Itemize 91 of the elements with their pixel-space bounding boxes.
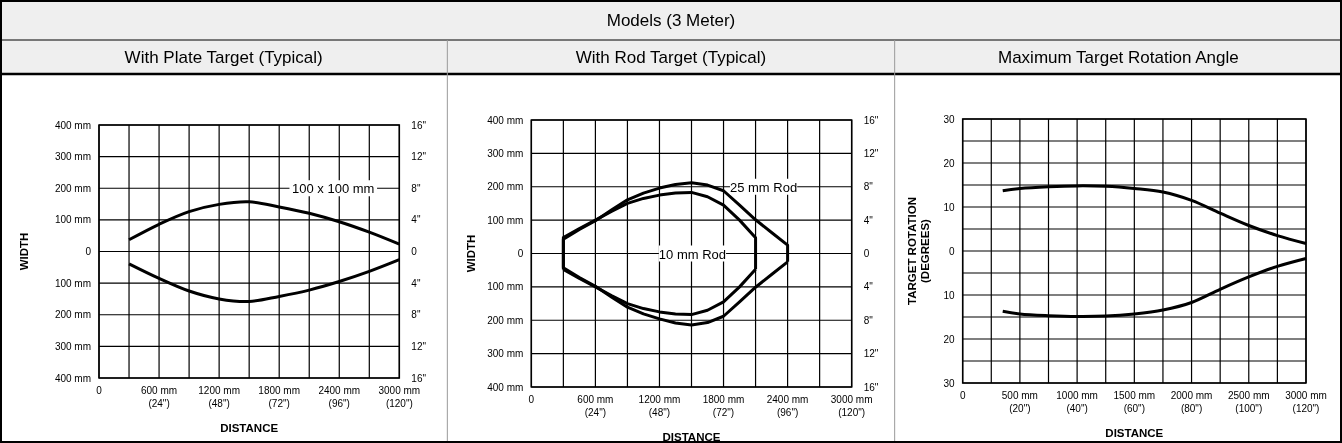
y2-tick-label: 16" [411, 372, 427, 384]
x-tick-label: 2400 mm [766, 394, 809, 405]
series-label: 100 x 100 mm [292, 181, 375, 197]
y-tick-label: 10 [943, 201, 956, 213]
x2-tick-label: (20") [1009, 403, 1031, 414]
y-tick-label: 300 mm [54, 340, 91, 352]
x-axis-title: DISTANCE [662, 431, 721, 443]
y-tick-label: 300 mm [487, 147, 524, 159]
x-tick-label: 1800 mm [258, 385, 301, 396]
x2-tick-label: (48") [208, 398, 230, 409]
x-tick-label: 600 mm [577, 394, 614, 405]
x2-tick-label: (80") [1180, 403, 1203, 414]
y2-tick-label: 4" [863, 214, 874, 226]
y2-tick-label: 8" [411, 309, 421, 321]
y2-tick-label: 12" [863, 348, 879, 360]
x2-tick-label: (120") [385, 398, 413, 409]
text: Models (3 Meter) [606, 11, 736, 30]
y2-tick-label: 12" [863, 147, 879, 159]
y-tick-label: 200 mm [54, 182, 91, 194]
x2-tick-label: (48") [648, 407, 671, 418]
x2-tick-label: (96") [776, 407, 799, 418]
x-tick-label: 0 [96, 385, 103, 396]
y-axis-title: WIDTH [18, 232, 30, 271]
y-tick-label: 400 mm [54, 119, 91, 131]
y2-tick-label: 12" [411, 340, 427, 352]
chart-title: With Rod Target (Typical) [575, 48, 767, 67]
y-tick-label: 400 mm [54, 372, 91, 384]
y-tick-label: 20 [943, 157, 956, 169]
y-tick-label: 0 [85, 246, 92, 257]
y2-tick-label: 4" [411, 214, 421, 226]
y-axis-title: TARGET ROTATION (DEGREES) [906, 197, 932, 305]
y2-tick-label: 8" [863, 181, 874, 193]
x-tick-label: 1000 mm [1056, 390, 1098, 401]
y2-tick-label: 16" [863, 381, 879, 393]
x-tick-label: 3000 mm [378, 385, 421, 396]
x2-tick-label: (120") [1292, 403, 1320, 414]
y-tick-label: 100 mm [54, 214, 91, 226]
x2-tick-label: (72") [712, 407, 735, 418]
y2-tick-label: 4" [863, 281, 874, 293]
x-tick-label: 2500 mm [1227, 390, 1270, 401]
y-tick-label: 300 mm [54, 151, 91, 163]
x-tick-label: 2000 mm [1170, 390, 1213, 401]
x2-tick-label: (24") [584, 407, 607, 418]
y-tick-label: 200 mm [487, 314, 524, 326]
x-tick-label: 2400 mm [318, 385, 361, 396]
x2-tick-label: (120") [838, 407, 866, 418]
y-tick-label: 30 [943, 113, 956, 125]
y2-tick-label: 16" [411, 119, 427, 131]
y-tick-label: 200 mm [54, 309, 91, 321]
x2-tick-label: (72") [268, 398, 290, 409]
text: 10 mm Rod [658, 246, 727, 262]
x-tick-label: 3000 mm [1285, 390, 1327, 401]
y-tick-label: 10 [943, 289, 956, 301]
y2-tick-label: 0 [411, 246, 418, 257]
y2-tick-label: 16" [863, 114, 879, 126]
y-tick-label: 0 [949, 245, 956, 257]
y2-tick-label: 8" [863, 314, 874, 326]
x2-tick-label: (96") [328, 398, 350, 409]
x-tick-label: 500 mm [1001, 390, 1038, 401]
y-axis-title: WIDTH [465, 234, 478, 273]
y2-tick-label: 12" [411, 151, 427, 163]
x-tick-label: 3000 mm [830, 394, 873, 405]
x-tick-label: 1500 mm [1113, 390, 1156, 401]
x2-tick-label: (100") [1235, 403, 1263, 414]
chart-title: With Plate Target (Typical) [124, 48, 323, 67]
y-tick-label: 400 mm [487, 114, 524, 126]
y-tick-label: 20 [943, 333, 956, 345]
y-tick-label: 100 mm [487, 214, 524, 226]
chart-title: Maximum Target Rotation Angle [998, 48, 1239, 67]
y-tick-label: 30 [943, 377, 956, 389]
x-tick-label: 1800 mm [702, 394, 745, 405]
y-tick-label: 400 mm [487, 381, 524, 393]
series-label: 25 mm Rod [729, 179, 798, 195]
y-tick-label: 300 mm [487, 348, 524, 360]
y-tick-label: 0 [517, 248, 524, 259]
y-tick-label: 200 mm [487, 181, 524, 193]
x-axis-title: DISTANCE [220, 422, 279, 434]
x-tick-label: 1200 mm [638, 394, 681, 405]
y2-tick-label: 8" [411, 182, 421, 194]
x-tick-label: 600 mm [141, 385, 178, 396]
x2-tick-label: (40") [1066, 403, 1088, 414]
x-tick-label: 0 [528, 394, 535, 405]
y-tick-label: 100 mm [54, 277, 91, 289]
x2-tick-label: (60") [1123, 403, 1146, 414]
y-tick-label: 100 mm [487, 281, 524, 293]
x-tick-label: 0 [959, 390, 966, 401]
x-tick-label: 1200 mm [198, 385, 240, 396]
x-axis-title: DISTANCE [1105, 427, 1164, 439]
x2-tick-label: (24") [148, 398, 170, 409]
y2-tick-label: 4" [411, 277, 421, 289]
y2-tick-label: 0 [863, 248, 870, 259]
